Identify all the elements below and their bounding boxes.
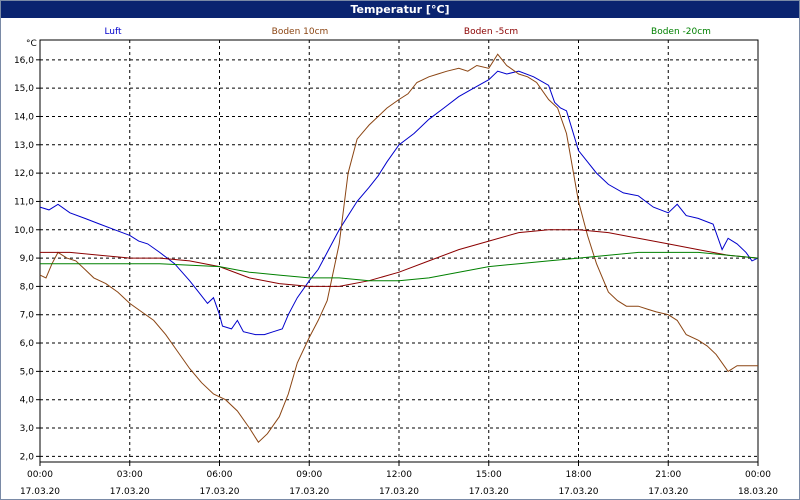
- x-tick-label-date: 18.03.20: [738, 487, 778, 497]
- x-tick-label-time: 18:00: [566, 470, 592, 480]
- y-axis: 2,0 3,0 4,0 5,0 6,0 7,0 8,0 9,0 10,0 11,0 12,0 13,0…: [14, 56, 40, 462]
- x-tick-label-time: 06:00: [207, 470, 233, 480]
- legend-entry: Boden -20cm: [651, 27, 711, 37]
- x-tick-label-time: 21:00: [655, 470, 681, 480]
- x-tick-label-time: 15:00: [476, 470, 502, 480]
- x-tick-label-date: 17.03.20: [469, 487, 509, 497]
- x-tick-label-time: 09:00: [296, 470, 322, 480]
- y-tick-label: 7,0: [20, 311, 35, 321]
- x-tick-label-date: 17.03.20: [379, 487, 419, 497]
- y-tick-label: 12,0: [14, 169, 34, 179]
- legend-entry: Luft: [104, 27, 122, 37]
- series-line: [39, 53, 758, 443]
- x-tick-label-time: 12:00: [386, 470, 412, 480]
- x-tick-label-time: 00:00: [745, 470, 771, 480]
- x-tick-label-date: 17.03.20: [558, 487, 598, 497]
- y-tick-label: 5,0: [20, 367, 35, 377]
- y-tick-label: 6,0: [20, 339, 35, 349]
- y-tick-label: 2,0: [20, 452, 35, 462]
- y-tick-label: 4,0: [20, 396, 35, 406]
- x-tick-label-date: 17.03.20: [20, 487, 60, 497]
- y-axis-label: °C: [26, 39, 37, 49]
- x-tick-label-date: 17.03.20: [199, 487, 239, 497]
- y-tick-label: 3,0: [20, 424, 35, 434]
- y-tick-label: 16,0: [14, 56, 34, 66]
- legend-entry: Boden 10cm: [272, 27, 329, 37]
- grid: [40, 40, 758, 462]
- series-line: [39, 70, 759, 336]
- x-tick-label-time: 03:00: [117, 470, 143, 480]
- window-title: Temperatur [°C]: [1, 1, 799, 18]
- legend: Luft Boden 10cm Boden -5cm Boden -20cm: [104, 27, 711, 37]
- series-line: [40, 229, 759, 287]
- y-tick-label: 8,0: [20, 282, 35, 292]
- y-tick-label: 14,0: [14, 112, 34, 122]
- x-tick-label-date: 17.03.20: [289, 487, 329, 497]
- x-tick-label-time: 00:00: [27, 470, 53, 480]
- x-tick-label-date: 17.03.20: [648, 487, 688, 497]
- series-lines: [39, 53, 759, 443]
- y-tick-label: 15,0: [14, 84, 34, 94]
- y-tick-label: 13,0: [14, 141, 34, 151]
- x-axis: 00:00 17.03.20 03:00 17.03.20 06:00 17.03.20 0…: [20, 462, 778, 497]
- x-tick-label-date: 17.03.20: [110, 487, 150, 497]
- series-line: [40, 251, 759, 282]
- legend-entry: Boden -5cm: [464, 27, 518, 37]
- y-tick-label: 11,0: [14, 197, 34, 207]
- y-tick-label: 10,0: [14, 226, 34, 236]
- y-tick-label: 9,0: [20, 254, 35, 264]
